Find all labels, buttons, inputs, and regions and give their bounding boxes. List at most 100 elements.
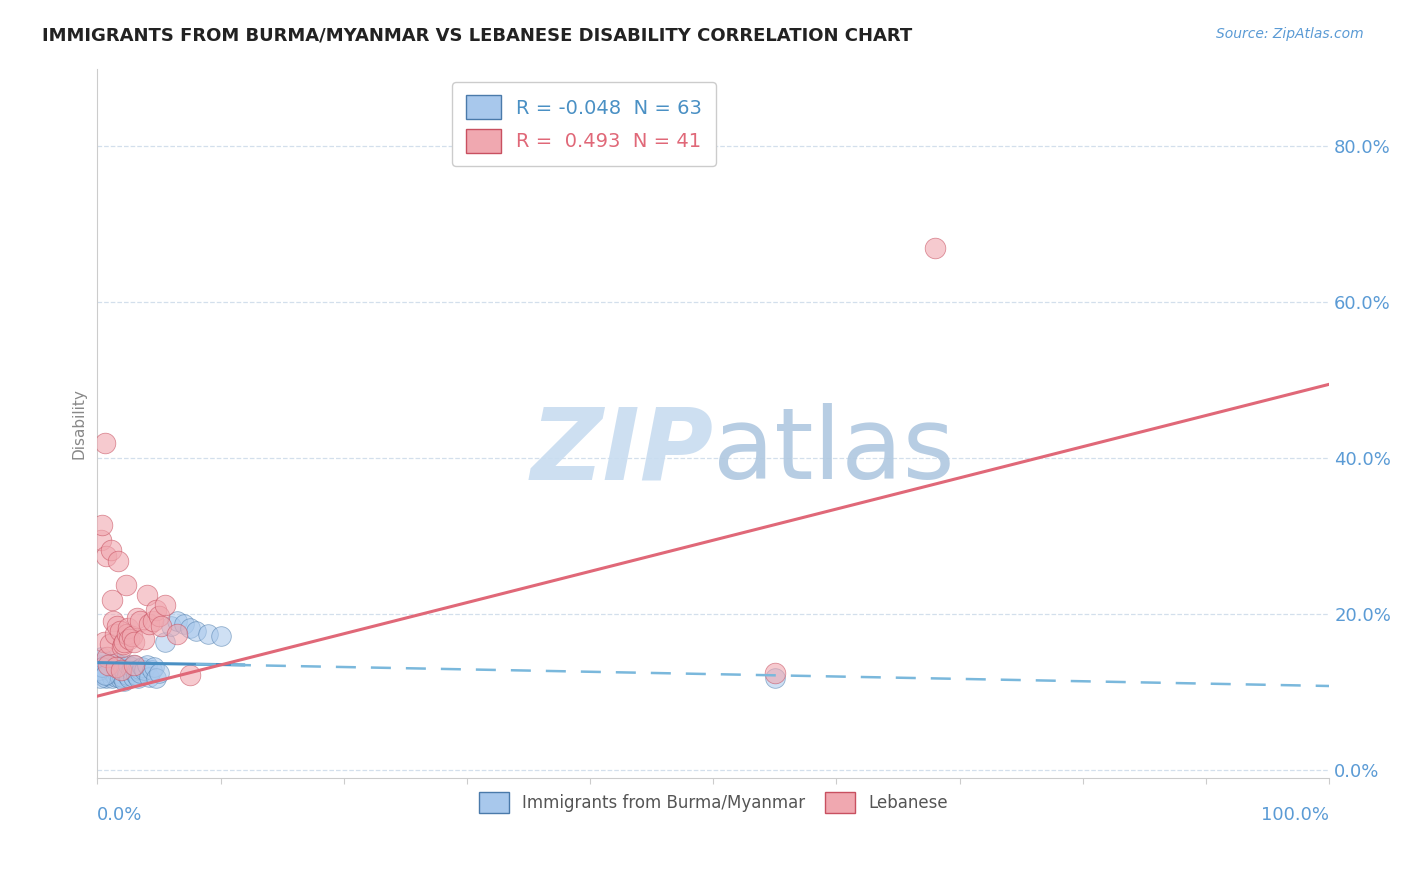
Point xyxy=(93,657,115,672)
Point xyxy=(120,664,142,678)
Point xyxy=(90,662,112,676)
Point xyxy=(115,627,138,641)
Point xyxy=(125,664,148,678)
Point xyxy=(111,640,134,654)
Point xyxy=(135,588,157,602)
Point xyxy=(105,665,128,680)
Point xyxy=(118,671,141,685)
Text: 100.0%: 100.0% xyxy=(1261,806,1329,824)
Point xyxy=(160,619,183,633)
Point xyxy=(138,616,160,631)
Point xyxy=(134,632,156,647)
Point xyxy=(96,660,118,674)
Point xyxy=(153,598,176,612)
Legend: Immigrants from Burma/Myanmar, Lebanese: Immigrants from Burma/Myanmar, Lebanese xyxy=(472,786,955,820)
Point xyxy=(117,657,139,672)
Point xyxy=(107,554,129,568)
Point xyxy=(110,664,132,678)
Point xyxy=(150,619,173,633)
Point xyxy=(111,670,134,684)
Point xyxy=(100,662,122,676)
Point xyxy=(114,673,136,688)
Point xyxy=(91,517,114,532)
Point xyxy=(763,671,786,685)
Point xyxy=(104,656,127,670)
Point xyxy=(111,657,134,672)
Point xyxy=(93,654,115,668)
Point xyxy=(114,577,136,591)
Point xyxy=(124,657,146,672)
Point xyxy=(134,664,156,678)
Point xyxy=(94,671,117,685)
Point xyxy=(112,664,135,678)
Point xyxy=(93,435,115,450)
Point xyxy=(104,627,127,641)
Point xyxy=(124,657,146,672)
Point xyxy=(122,670,145,684)
Point xyxy=(104,670,127,684)
Point xyxy=(114,662,136,676)
Text: 0.0%: 0.0% xyxy=(97,806,143,824)
Point xyxy=(104,660,127,674)
Point xyxy=(129,614,152,628)
Point xyxy=(97,657,120,672)
Point xyxy=(108,624,131,639)
Point xyxy=(96,668,118,682)
Point xyxy=(93,634,115,648)
Point xyxy=(91,660,114,674)
Point xyxy=(94,549,117,563)
Point xyxy=(184,624,207,639)
Point xyxy=(148,608,170,623)
Point xyxy=(91,665,114,680)
Text: ZIP: ZIP xyxy=(530,403,713,500)
Point xyxy=(142,614,165,628)
Point xyxy=(127,671,149,685)
Point xyxy=(90,650,112,665)
Text: Source: ZipAtlas.com: Source: ZipAtlas.com xyxy=(1216,27,1364,41)
Point xyxy=(128,662,150,676)
Point xyxy=(145,603,167,617)
Point xyxy=(115,668,138,682)
Point xyxy=(105,619,128,633)
Y-axis label: Disability: Disability xyxy=(72,388,86,458)
Point xyxy=(89,657,111,672)
Point xyxy=(93,670,115,684)
Point xyxy=(108,671,131,685)
Point xyxy=(138,670,160,684)
Point xyxy=(101,654,124,668)
Point xyxy=(104,660,127,674)
Point xyxy=(103,614,125,628)
Point xyxy=(145,671,167,685)
Point xyxy=(129,665,152,680)
Point xyxy=(118,632,141,647)
Text: atlas: atlas xyxy=(713,403,955,500)
Point xyxy=(153,634,176,648)
Point xyxy=(94,664,117,678)
Point xyxy=(166,627,188,641)
Point xyxy=(90,533,112,548)
Point xyxy=(173,616,195,631)
Point xyxy=(93,668,115,682)
Point xyxy=(135,657,157,672)
Point xyxy=(179,621,201,635)
Point xyxy=(89,671,111,685)
Point xyxy=(141,664,163,678)
Point xyxy=(101,671,124,685)
Point xyxy=(131,660,153,674)
Point xyxy=(98,657,121,672)
Point xyxy=(763,665,786,680)
Point xyxy=(101,593,124,607)
Point xyxy=(96,650,118,665)
Point xyxy=(197,627,219,641)
Point xyxy=(87,664,110,678)
Point xyxy=(103,665,125,680)
Point xyxy=(110,664,132,678)
Point xyxy=(148,665,170,680)
Point xyxy=(121,660,143,674)
Point xyxy=(166,614,188,628)
Point xyxy=(179,668,201,682)
Point xyxy=(924,241,946,255)
Point xyxy=(121,629,143,643)
Point xyxy=(98,637,121,651)
Point xyxy=(112,637,135,651)
